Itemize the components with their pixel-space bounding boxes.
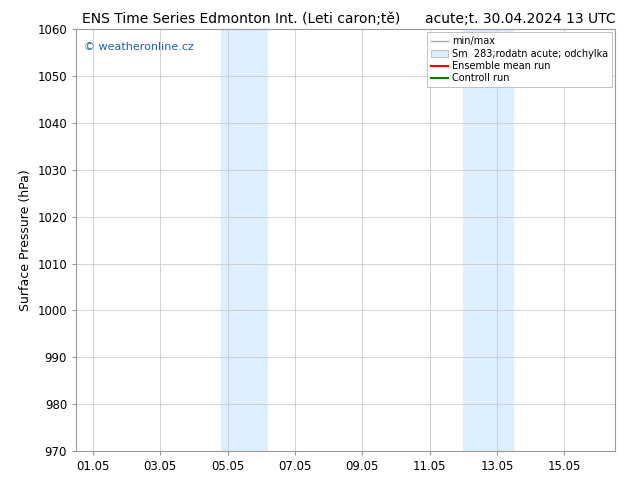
Bar	[463, 29, 514, 451]
Text: © weatheronline.cz: © weatheronline.cz	[84, 42, 194, 52]
Legend: min/max, Sm  283;rodatn acute; odchylka, Ensemble mean run, Controll run: min/max, Sm 283;rodatn acute; odchylka, …	[427, 32, 612, 87]
Text: ENS Time Series Edmonton Int. (Leti caron;tě): ENS Time Series Edmonton Int. (Leti caro…	[82, 12, 401, 26]
Text: acute;t. 30.04.2024 13 UTC: acute;t. 30.04.2024 13 UTC	[425, 12, 616, 26]
Y-axis label: Surface Pressure (hPa): Surface Pressure (hPa)	[19, 169, 32, 311]
Bar	[221, 29, 268, 451]
